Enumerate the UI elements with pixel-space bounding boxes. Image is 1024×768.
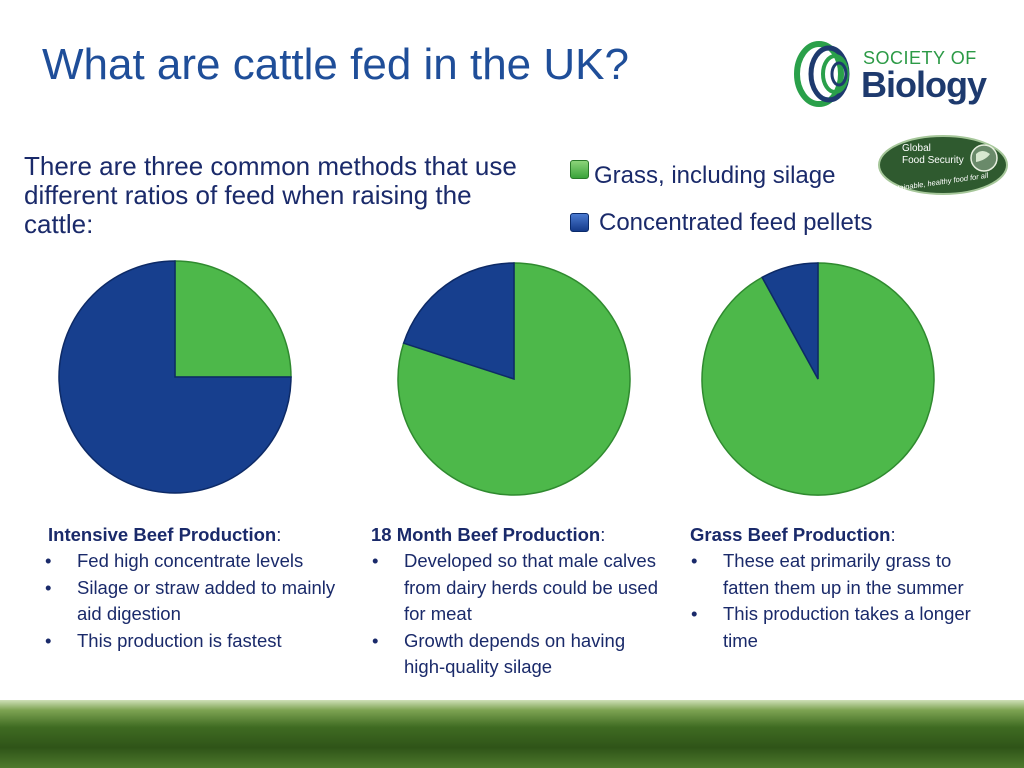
society-of-biology-logo: SOCIETY OF Biology xyxy=(785,34,1000,114)
column-heading: Intensive Beef Production xyxy=(48,524,277,545)
heading-colon: : xyxy=(276,524,282,545)
logo-line-1: SOCIETY OF xyxy=(863,48,977,68)
global-food-security-badge: Global Food Security Sustainable, health… xyxy=(876,134,1010,196)
heading-colon: : xyxy=(890,524,896,545)
column-intensive: Intensive Beef Production: Fed high conc… xyxy=(45,521,348,654)
list-item: This production takes a longer time xyxy=(690,601,990,654)
list-item: Developed so that male calves from dairy… xyxy=(371,548,671,628)
pie-chart-intensive xyxy=(58,260,292,494)
pie-chart-grass xyxy=(701,262,935,496)
legend-label-concentrate: Concentrated feed pellets xyxy=(599,209,873,236)
badge-line-1: Global xyxy=(902,143,931,154)
pie-slice-concentrate xyxy=(402,262,515,381)
pie-chart-18-month xyxy=(397,262,631,496)
list-item: Fed high concentrate levels xyxy=(44,548,348,575)
logo-line-2: Biology xyxy=(861,64,987,105)
pie-slice-concentrate xyxy=(58,260,292,494)
legend-swatch-concentrate xyxy=(570,213,589,232)
heading-colon: : xyxy=(600,524,606,545)
badge-line-2: Food Security xyxy=(902,155,964,166)
list-item: Growth depends on having high-quality si… xyxy=(371,628,671,681)
intro-text: There are three common methods that use … xyxy=(24,151,517,239)
pie-slice-grass xyxy=(174,260,292,378)
badge-background-icon xyxy=(878,135,1008,195)
pie-slice-grass xyxy=(397,262,631,496)
list-item: This production is fastest xyxy=(44,628,348,655)
biology-emblem-icon xyxy=(794,41,850,107)
legend-swatch-grass xyxy=(570,160,589,179)
slide-title: What are cattle fed in the UK? xyxy=(42,40,629,89)
column-heading: 18 Month Beef Production xyxy=(371,524,601,545)
legend-label-grass: Grass, including silage xyxy=(594,162,836,189)
column-grass: Grass Beef Production: These eat primari… xyxy=(690,521,990,654)
list-item: Silage or straw added to mainly aid dige… xyxy=(44,575,348,628)
grass-footer-image xyxy=(0,700,1024,768)
list-item: These eat primarily grass to fatten them… xyxy=(690,548,990,601)
column-heading: Grass Beef Production xyxy=(690,524,891,545)
pie-slice-concentrate xyxy=(761,262,819,380)
column-18-month: 18 Month Beef Production: Developed so t… xyxy=(371,521,671,681)
